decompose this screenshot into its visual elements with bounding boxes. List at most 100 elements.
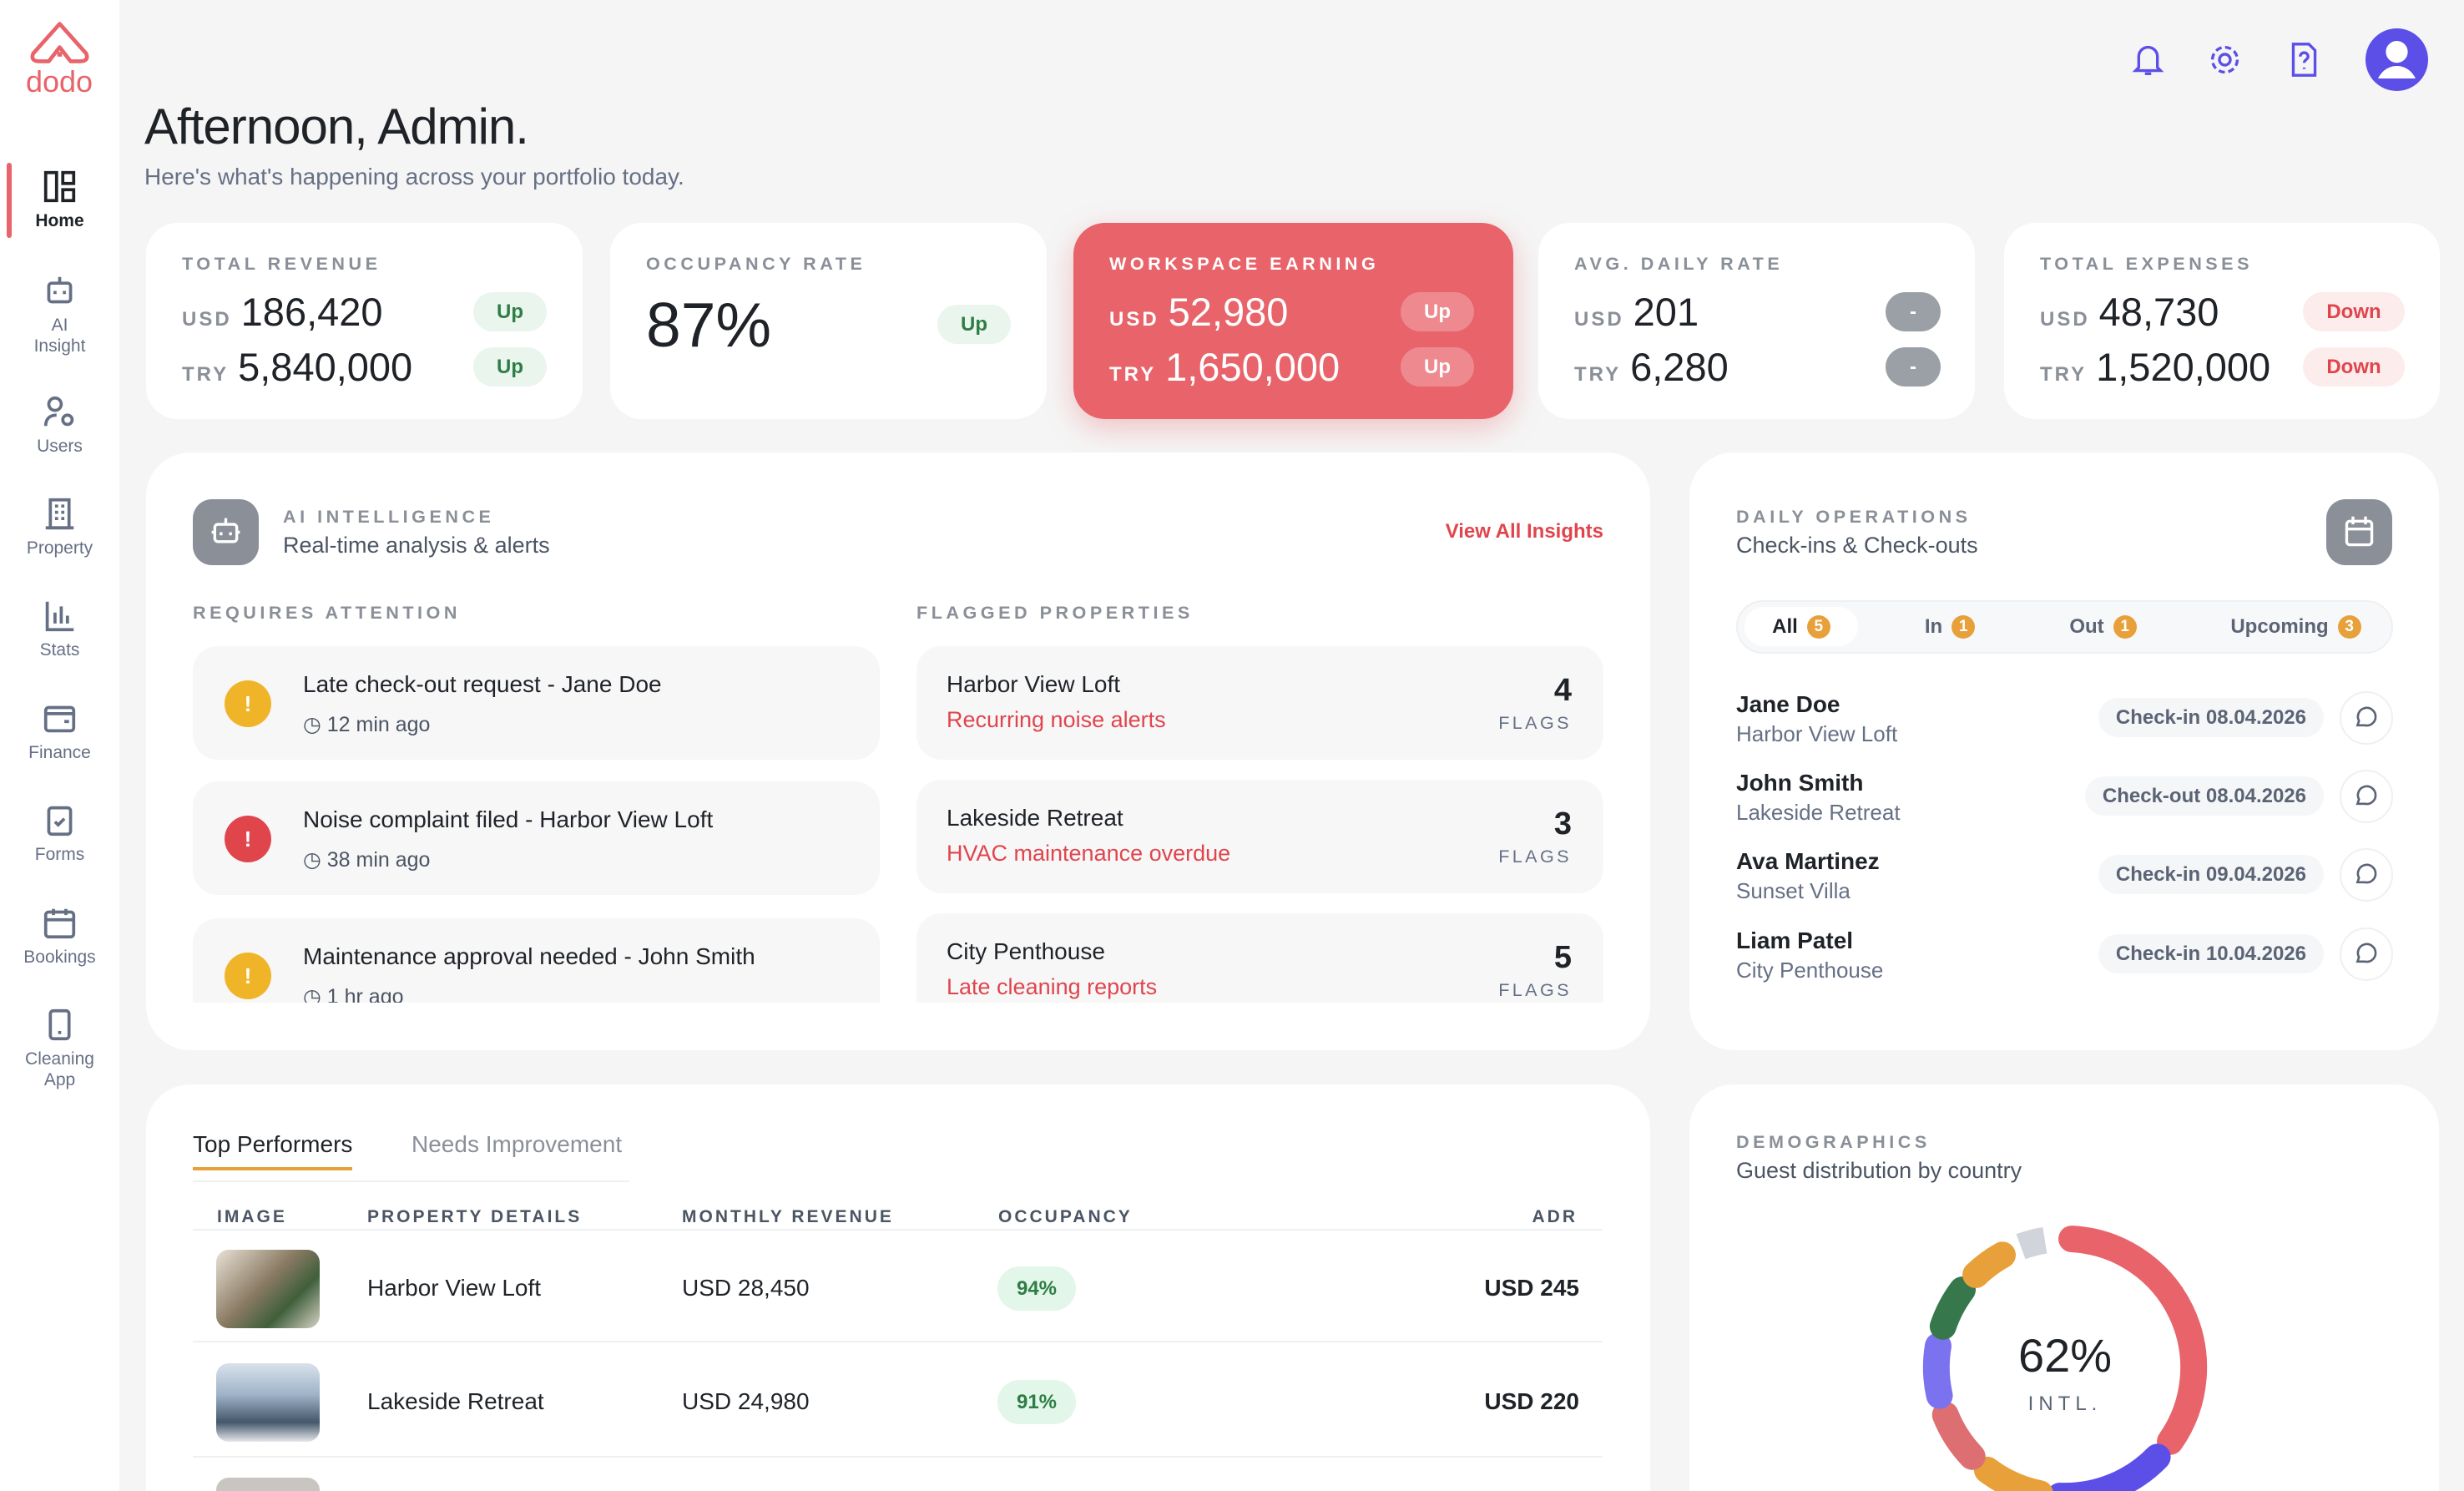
sidebar-item-label: Users	[37, 437, 83, 456]
tab-upcoming[interactable]: Upcoming 3	[2209, 607, 2382, 646]
error-icon: !	[225, 816, 271, 862]
message-button[interactable]	[2340, 848, 2393, 902]
alert-item[interactable]: ! Late check-out request - Jane Doe ◷ 12…	[193, 646, 880, 760]
flagged-property[interactable]: City Penthouse Late cleaning reports 5 F…	[916, 913, 1603, 1003]
tab-all[interactable]: All 5	[1744, 607, 1858, 646]
sidebar-item-property[interactable]: Property	[0, 497, 119, 558]
count-badge: 5	[1806, 615, 1830, 639]
currency: USD	[1574, 308, 1624, 331]
flag-count: 3	[1553, 806, 1572, 842]
house-logo-icon	[30, 22, 88, 63]
flagged-property[interactable]: Harbor View Loft Recurring noise alerts …	[916, 646, 1603, 760]
flagged-property[interactable]: Lakeside Retreat HVAC maintenance overdu…	[916, 780, 1603, 893]
guest-row[interactable]: Ava Martinez Sunset Villa Check-in 09.04…	[1736, 848, 2393, 917]
section-subtitle: Check-ins & Check-outs	[1736, 533, 1978, 558]
avatar-icon	[2378, 41, 2416, 78]
value: 1,520,000	[2096, 345, 2271, 389]
flag-unit: FLAGS	[1498, 846, 1572, 867]
kpi-label: TOTAL REVENUE	[182, 253, 381, 274]
guest-name: John Smith	[1736, 770, 1864, 796]
property-issue: HVAC maintenance overdue	[947, 841, 1231, 866]
alert-item[interactable]: ! Noise complaint filed - Harbor View Lo…	[193, 781, 880, 895]
trend-badge: Up	[1401, 292, 1474, 331]
kpi-total-expenses: TOTAL EXPENSES USD 48,730 Down TRY 1,520,0…	[2004, 223, 2440, 419]
sidebar-item-forms[interactable]: Forms	[0, 803, 119, 865]
daily-operations-panel: DAILY OPERATIONS Check-ins & Check-outs …	[1689, 452, 2439, 1050]
guest-row[interactable]: John Smith Lakeside Retreat Check-out 08…	[1736, 770, 2393, 839]
tab-top-performers[interactable]: Top Performers	[193, 1131, 353, 1170]
sidebar-item-label: Home	[35, 211, 84, 230]
message-button[interactable]	[2340, 927, 2393, 981]
trend-badge: Down	[2303, 292, 2405, 331]
currency: USD	[182, 308, 232, 331]
guest-name: Liam Patel	[1736, 927, 1854, 953]
message-button[interactable]	[2340, 770, 2393, 823]
sidebar-item-label: Bookings	[23, 948, 96, 967]
trend-badge: Up	[1401, 347, 1474, 387]
gear-icon[interactable]	[2208, 41, 2242, 78]
property-name: Lakeside Retreat	[367, 1388, 544, 1414]
guest-row[interactable]: Liam Patel City Penthouse Check-in 10.04…	[1736, 927, 2393, 997]
flag-count: 4	[1553, 673, 1572, 708]
logo[interactable]: dodo	[22, 19, 97, 99]
kpi-value-usd: USD 52,980	[1109, 289, 1288, 335]
trend-badge: Down	[2303, 347, 2405, 387]
value: 5,840,000	[238, 345, 413, 389]
chat-bubble-icon	[2355, 706, 2377, 727]
sidebar-item-home[interactable]: Home	[0, 163, 119, 238]
kpi-value-try: TRY 1,520,000	[2040, 344, 2270, 390]
property-thumbnail	[216, 1478, 320, 1491]
sidebar-item-ai-insight[interactable]: AI Insight	[0, 274, 119, 356]
view-all-insights-link[interactable]: View All Insights	[1445, 520, 1603, 543]
alerts-scroll-area[interactable]: ! Late check-out request - Jane Doe ◷ 12…	[146, 644, 1650, 1003]
donut-segment	[1973, 1456, 2053, 1491]
sidebar-item-label: Finance	[28, 743, 91, 762]
calendar-icon	[43, 908, 76, 939]
table-row[interactable]: Lakeside Retreat USD 24,980 91% USD 220	[193, 1344, 1603, 1458]
monthly-revenue: USD 28,450	[682, 1275, 810, 1301]
sidebar-item-cleaning-app[interactable]: Cleaning App	[0, 1008, 119, 1090]
count-badge: 3	[2337, 615, 2361, 639]
dashboard-icon	[43, 170, 76, 203]
value: 52,980	[1168, 290, 1289, 334]
clock-icon: ◷	[303, 985, 327, 1003]
bell-icon[interactable]	[2131, 41, 2165, 78]
bar-chart-icon	[45, 601, 74, 632]
status-badge: Check-in 08.04.2026	[2098, 698, 2324, 737]
tab-label: In	[1924, 615, 1943, 638]
alert-title: Maintenance approval needed - John Smith	[303, 943, 755, 969]
donut-center-label: INTL.	[2027, 1392, 2103, 1415]
chat-bubble-icon	[2355, 785, 2377, 806]
alert-title: Late check-out request - Jane Doe	[303, 671, 662, 697]
property-thumbnail	[216, 1363, 320, 1442]
donut-center-value: 62%	[2017, 1329, 2113, 1382]
alert-item[interactable]: ! Maintenance approval needed - John Smi…	[193, 918, 880, 1003]
sidebar-item-users[interactable]: Users	[0, 395, 119, 457]
value: 48,730	[2098, 290, 2219, 334]
tab-needs-improvement[interactable]: Needs Improvement	[412, 1131, 623, 1157]
tab-out[interactable]: Out 1	[2040, 607, 2166, 646]
sidebar-item-label: Forms	[34, 845, 85, 864]
sidebar-item-label: AI Insight	[33, 316, 86, 356]
kpi-total-revenue: TOTAL REVENUE USD 186,420 Up TRY 5,840,000…	[146, 223, 583, 419]
table-row[interactable]	[193, 1458, 1603, 1491]
section-subtitle: Real-time analysis & alerts	[283, 533, 550, 558]
avatar[interactable]	[2366, 28, 2428, 91]
sidebar-item-bookings[interactable]: Bookings	[0, 906, 119, 968]
kpi-value: 87%	[646, 290, 772, 360]
sidebar-item-stats[interactable]: Stats	[0, 599, 119, 660]
table-row[interactable]: Harbor View Loft USD 28,450 94% USD 245	[193, 1229, 1603, 1342]
guest-row[interactable]: Jane Doe Harbor View Loft Check-in 08.04…	[1736, 691, 2393, 761]
calendar-button[interactable]	[2326, 499, 2392, 565]
help-icon[interactable]	[2287, 41, 2321, 78]
guest-name: Jane Doe	[1736, 691, 1840, 717]
currency: USD	[1109, 308, 1159, 331]
sidebar-item-finance[interactable]: Finance	[0, 701, 119, 763]
tab-in[interactable]: In 1	[1895, 607, 2005, 646]
flag-unit: FLAGS	[1498, 979, 1572, 1000]
kpi-avg-daily-rate: AVG. DAILY RATE USD 201 - TRY 6,280 -	[1538, 223, 1975, 419]
message-button[interactable]	[2340, 691, 2393, 745]
tabs-divider	[193, 1180, 629, 1182]
property-issue: Late cleaning reports	[947, 974, 1158, 999]
